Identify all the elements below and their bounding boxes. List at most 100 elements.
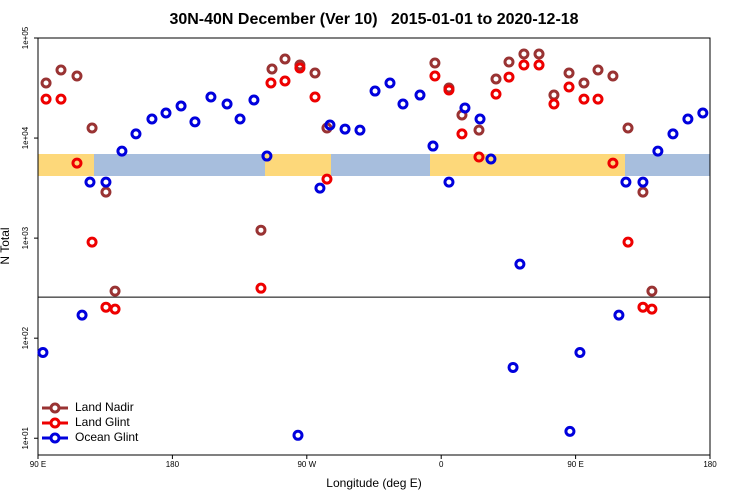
point: [456, 128, 468, 140]
point: [221, 98, 233, 110]
point: [146, 113, 158, 125]
point: [503, 71, 515, 83]
point: [55, 64, 67, 76]
map-strip: [38, 154, 710, 176]
point: [473, 124, 485, 136]
legend-label: Ocean Glint: [75, 430, 139, 444]
point: [321, 173, 333, 185]
point: [578, 77, 590, 89]
point: [429, 57, 441, 69]
point: [637, 186, 649, 198]
point: [533, 48, 545, 60]
point: [100, 176, 112, 188]
point: [646, 285, 658, 297]
point: [429, 70, 441, 82]
point: [563, 81, 575, 93]
x-tick-label: 0: [439, 460, 444, 469]
point: [518, 48, 530, 60]
x-axis-label: Longitude (deg E): [326, 476, 421, 490]
legend-label: Land Nadir: [75, 400, 134, 414]
point: [175, 100, 187, 112]
point: [324, 119, 336, 131]
point: [459, 102, 471, 114]
point: [607, 157, 619, 169]
map-land: [430, 154, 625, 176]
point: [339, 123, 351, 135]
point: [578, 93, 590, 105]
point: [234, 113, 246, 125]
y-tick-label: 1e+03: [21, 226, 30, 249]
point: [71, 70, 83, 82]
point: [130, 128, 142, 140]
point: [100, 186, 112, 198]
point: [354, 124, 366, 136]
point: [443, 84, 455, 96]
point: [266, 63, 278, 75]
point: [427, 140, 439, 152]
point: [507, 361, 519, 373]
x-tick-label: 180: [703, 460, 717, 469]
point: [607, 70, 619, 82]
point: [473, 151, 485, 163]
point: [279, 75, 291, 87]
point: [667, 128, 679, 140]
legend-label: Land Glint: [75, 415, 130, 429]
x-tick-label: 90 E: [30, 460, 46, 469]
point: [384, 77, 396, 89]
legend-marker: [49, 432, 61, 444]
plot-frame: [37, 37, 711, 456]
point: [40, 93, 52, 105]
point: [637, 176, 649, 188]
point: [84, 176, 96, 188]
point: [620, 176, 632, 188]
map-land: [38, 154, 94, 176]
point: [294, 62, 306, 74]
point: [414, 89, 426, 101]
x-tick-label: 90 E: [567, 460, 583, 469]
point: [55, 93, 67, 105]
point: [248, 94, 260, 106]
chart-title: 30N-40N December (Ver 10) 2015-01-01 to …: [169, 11, 578, 28]
point: [613, 309, 625, 321]
point: [697, 107, 709, 119]
point: [292, 429, 304, 441]
point: [592, 93, 604, 105]
point: [76, 309, 88, 321]
point: [563, 67, 575, 79]
point: [71, 157, 83, 169]
point: [548, 98, 560, 110]
point: [622, 236, 634, 248]
point: [86, 122, 98, 134]
point: [637, 301, 649, 313]
point: [397, 98, 409, 110]
point: [503, 56, 515, 68]
point: [646, 303, 658, 315]
point: [255, 282, 267, 294]
y-axis-label: N Total: [0, 227, 12, 264]
point: [564, 425, 576, 437]
point: [369, 85, 381, 97]
y-tick-label: 1e+04: [21, 126, 30, 149]
point: [314, 182, 326, 194]
point: [160, 107, 172, 119]
y-tick-label: 1e+05: [21, 26, 30, 49]
point: [309, 91, 321, 103]
legend-marker: [49, 402, 61, 414]
y-tick-label: 1e+01: [21, 426, 30, 449]
point: [309, 67, 321, 79]
y-tick-label: 1e+02: [21, 326, 30, 349]
point: [533, 59, 545, 71]
point: [116, 145, 128, 157]
point: [518, 59, 530, 71]
point: [490, 73, 502, 85]
legend-marker: [49, 417, 61, 429]
point: [37, 346, 49, 358]
point: [574, 346, 586, 358]
point: [109, 285, 121, 297]
point: [255, 224, 267, 236]
point: [443, 176, 455, 188]
point: [40, 77, 52, 89]
point: [592, 64, 604, 76]
point: [682, 113, 694, 125]
